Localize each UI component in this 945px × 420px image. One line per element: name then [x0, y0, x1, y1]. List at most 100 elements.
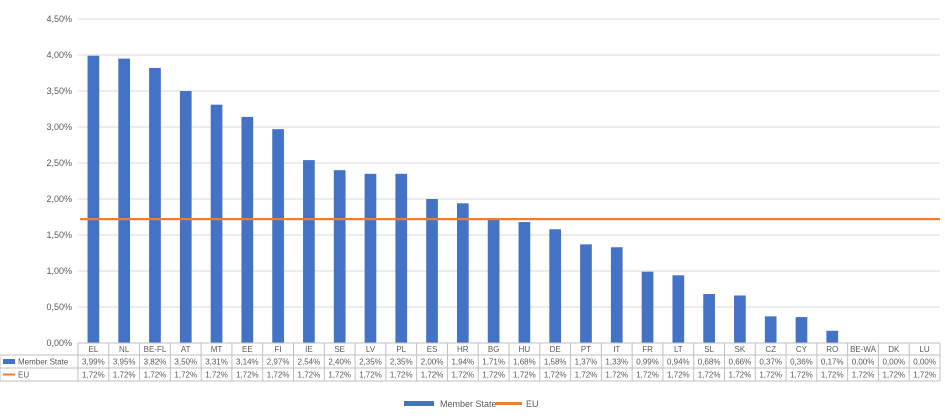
table-member-state-value: 0,00%	[913, 358, 936, 367]
table-eu-header: EU	[18, 371, 29, 380]
bar	[641, 271, 654, 343]
bar	[241, 116, 254, 343]
table-member-state-value: 2,97%	[267, 358, 290, 367]
table-member-state-value: 1,68%	[513, 358, 536, 367]
table-eu-value: 1,72%	[174, 371, 197, 380]
bars	[87, 55, 839, 344]
table-eu-value: 1,72%	[421, 371, 444, 380]
bar	[395, 173, 408, 343]
bar	[87, 55, 100, 343]
table-eu-value: 1,72%	[390, 371, 413, 380]
y-tick-label: 2,50%	[46, 158, 72, 168]
bar	[734, 295, 746, 343]
table-member-state-value: 3,14%	[236, 358, 259, 367]
table-member-state-value: 2,35%	[359, 358, 382, 367]
table-member-state-header: Member State	[18, 358, 69, 367]
table-eu-value: 1,72%	[852, 371, 875, 380]
y-tick-label: 1,50%	[46, 230, 72, 240]
table-eu-value: 1,72%	[359, 371, 382, 380]
bar	[610, 247, 623, 343]
table-member-state-value: 0,00%	[852, 358, 875, 367]
category-label: SK	[735, 345, 746, 354]
table-member-state-value: 3,99%	[82, 358, 105, 367]
table-eu-value: 1,72%	[882, 371, 905, 380]
y-tick-label: 1,00%	[46, 266, 72, 276]
table-eu-swatch	[3, 373, 15, 376]
table-eu-value: 1,72%	[113, 371, 136, 380]
category-label: FI	[275, 345, 282, 354]
y-axis: 0,00% 0,50% 1,00% 1,50% 2,00% 2,50% 3,00% 3,50%…	[46, 14, 72, 348]
data-table: EL NL BE-FL AT MT EE FI IE SE LV PL ES HR BG HU DE PT IT F…	[0, 342, 941, 382]
table-member-state-value: 1,94%	[451, 358, 474, 367]
y-tick-label: 4,50%	[46, 14, 72, 24]
category-label: SE	[334, 345, 345, 354]
table-eu-value: 1,72%	[698, 371, 721, 380]
table-member-state-value: 3,50%	[174, 358, 197, 367]
category-label: DK	[888, 345, 900, 354]
bar	[703, 294, 715, 343]
bar	[179, 91, 192, 343]
y-tick-label: 0,50%	[46, 302, 72, 312]
table-member-state-value: 0,00%	[882, 358, 905, 367]
legend-eu-swatch	[496, 402, 522, 405]
table-member-state-value: 0,99%	[636, 358, 659, 367]
table-eu-value: 1,72%	[790, 371, 813, 380]
category-label: LU	[919, 345, 929, 354]
table-eu-value: 1,72%	[575, 371, 598, 380]
table-member-state-value: 0,36%	[790, 358, 813, 367]
table-eu-value: 1,72%	[144, 371, 167, 380]
table-member-state-value: 1,58%	[544, 358, 567, 367]
category-label: LV	[366, 345, 376, 354]
table-eu-value: 1,72%	[298, 371, 321, 380]
table-member-state-value: 1,37%	[575, 358, 598, 367]
category-label: CZ	[765, 345, 776, 354]
category-label: DE	[550, 345, 561, 354]
table-eu-value: 1,72%	[729, 371, 752, 380]
category-label: LT	[674, 345, 683, 354]
table-eu-value: 1,72%	[236, 371, 259, 380]
category-label: MT	[211, 345, 223, 354]
category-label: EL	[88, 345, 98, 354]
category-label: FR	[642, 345, 653, 354]
table-member-state-value: 1,33%	[605, 358, 628, 367]
legend-member-state-swatch	[404, 401, 434, 406]
legend: Member State EU	[404, 399, 539, 409]
table-eu-value: 1,72%	[482, 371, 505, 380]
category-label: PT	[581, 345, 591, 354]
table-member-state-value: 0,68%	[698, 358, 721, 367]
table-eu-value: 1,72%	[821, 371, 844, 380]
bar	[826, 330, 839, 343]
category-label: BG	[488, 345, 500, 354]
category-label: HR	[457, 345, 469, 354]
y-tick-label: 3,00%	[46, 122, 72, 132]
table-member-state-value: 0,17%	[821, 358, 844, 367]
bar	[149, 67, 161, 344]
table-member-state-value: 2,00%	[421, 358, 444, 367]
category-label: BE-WA	[850, 345, 877, 354]
bar	[580, 244, 592, 343]
table-eu-value: 1,72%	[759, 371, 782, 380]
legend-eu-label: EU	[526, 399, 539, 409]
category-label: AT	[181, 345, 191, 354]
bar	[118, 58, 131, 343]
y-tick-label: 0,00%	[46, 338, 72, 348]
table-eu-value: 1,72%	[205, 371, 228, 380]
bar	[210, 104, 223, 344]
table-eu-value: 1,72%	[913, 371, 936, 380]
y-tick-label: 4,00%	[46, 50, 72, 60]
bar	[426, 199, 438, 343]
table-member-state-value: 3,82%	[144, 358, 167, 367]
category-label: NL	[119, 345, 130, 354]
bar	[303, 160, 315, 343]
bar	[487, 219, 500, 343]
table-member-state-value: 3,31%	[205, 358, 228, 367]
table-member-state-swatch	[3, 359, 15, 364]
category-label: RO	[826, 345, 838, 354]
table-eu-value: 1,72%	[328, 371, 351, 380]
category-label: HU	[519, 345, 531, 354]
bar	[456, 203, 469, 343]
bar	[518, 222, 531, 343]
table-eu-value: 1,72%	[636, 371, 659, 380]
bar	[333, 170, 346, 343]
category-label: IT	[613, 345, 620, 354]
